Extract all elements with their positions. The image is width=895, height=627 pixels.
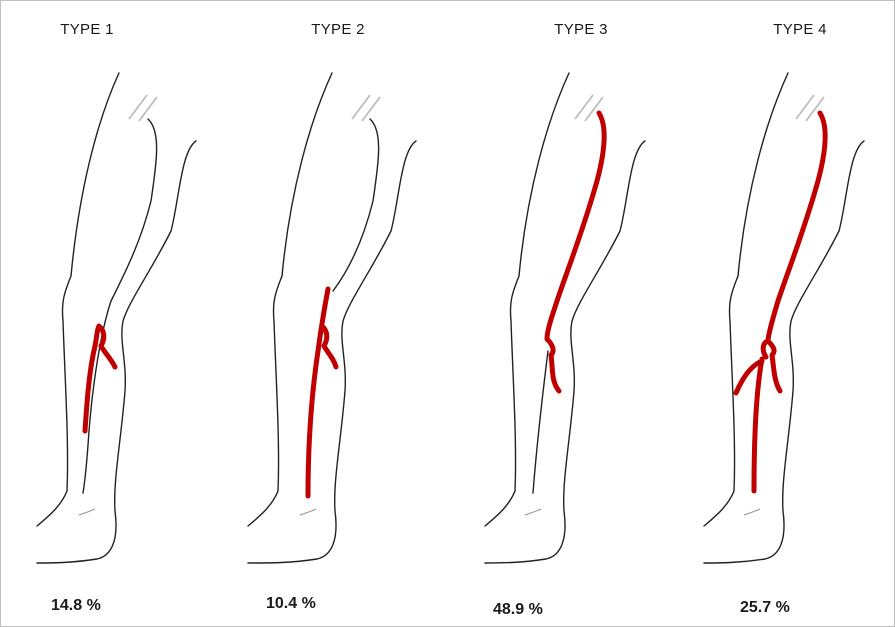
leg-outline-anterior xyxy=(36,140,197,564)
vein-path-type-4 xyxy=(733,110,828,494)
type-1-title: TYPE 1 xyxy=(60,21,114,38)
type-2-percentage: 10.4 % xyxy=(266,595,316,612)
thigh-hatch-mark xyxy=(574,94,604,122)
ankle-mark xyxy=(299,508,317,516)
type-4-title: TYPE 4 xyxy=(773,21,827,38)
type-1-percentage: 14.8 % xyxy=(51,597,101,614)
ankle-mark xyxy=(743,508,761,516)
ankle-mark xyxy=(524,508,542,516)
vein-path-type-3 xyxy=(544,110,607,394)
leg-illustration-type-3 xyxy=(484,72,646,564)
leg-outline-anterior xyxy=(247,140,417,564)
panel-type-1: TYPE 1 14.8 % xyxy=(1,1,224,626)
leg-illustration-type-1 xyxy=(36,72,197,564)
type-3-title: TYPE 3 xyxy=(554,21,608,38)
thigh-hatch-mark xyxy=(351,94,381,122)
panel-type-4: TYPE 4 25.7 % xyxy=(670,1,893,626)
leg-outline-posterior xyxy=(247,72,333,527)
panel-type-3: TYPE 3 48.9 % xyxy=(447,1,670,626)
leg-outline-inner xyxy=(82,118,158,494)
leg-outline-anterior xyxy=(484,140,646,564)
thigh-hatch-mark xyxy=(795,94,825,122)
ankle-mark xyxy=(78,508,96,516)
type-4-percentage: 25.7 % xyxy=(740,599,790,616)
vein-path-type-2 xyxy=(305,286,339,499)
leg-outline-anterior xyxy=(703,140,865,564)
leg-illustration-type-4 xyxy=(703,72,865,564)
leg-illustration-type-2 xyxy=(247,72,417,564)
type-2-title: TYPE 2 xyxy=(311,21,365,38)
panel-type-2: TYPE 2 10.4 % xyxy=(224,1,447,626)
vein-path-type-1 xyxy=(82,323,118,434)
leg-outline-posterior xyxy=(36,72,120,527)
thigh-hatch-mark xyxy=(128,94,158,122)
leg-outline-posterior xyxy=(703,72,789,527)
type-3-percentage: 48.9 % xyxy=(493,601,543,618)
leg-outline-inner xyxy=(532,350,549,494)
leg-outline-posterior xyxy=(484,72,570,527)
leg-outline-inner xyxy=(332,118,380,292)
